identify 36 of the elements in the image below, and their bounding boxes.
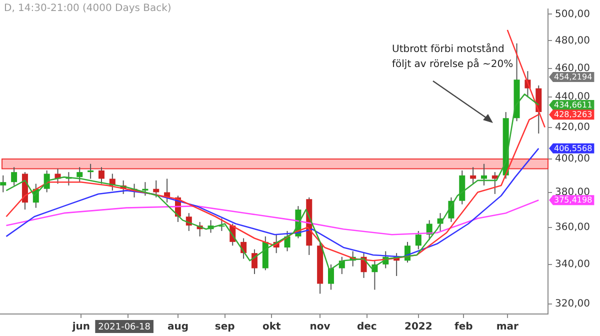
- y-tick-label: 500,00: [555, 8, 590, 20]
- candlestick: [415, 230, 422, 250]
- y-tick-label: 440,00: [555, 92, 590, 103]
- y-tick-label: 320,00: [555, 298, 590, 310]
- x-tick-label: aug: [167, 322, 188, 333]
- text: 2021-06-18: [98, 322, 151, 332]
- text: 454,2194: [554, 72, 592, 82]
- text: 406,5568: [554, 144, 592, 154]
- y-tick-label: 340,00: [555, 259, 590, 270]
- y-tick-label: 400,00: [555, 154, 590, 165]
- x-tick-label: nov: [310, 322, 331, 333]
- text: 434,6611: [554, 100, 592, 110]
- candlestick: [153, 180, 160, 198]
- candlestick: [480, 163, 487, 186]
- text: 428,3263: [554, 110, 592, 120]
- x-tick-label: feb: [454, 322, 473, 333]
- x-tick-label: 2022: [404, 322, 432, 333]
- x-tick-label: okt: [262, 322, 282, 333]
- candlestick: [88, 163, 94, 180]
- candlestick: [328, 264, 334, 290]
- y-tick-label: 420,00: [555, 122, 590, 133]
- text: 375,4198: [554, 196, 592, 205]
- candlestick: [470, 166, 476, 184]
- candlestick: [11, 166, 18, 186]
- annotation: Utbrott förbi motstånd följt av rörelse på ~20%: [392, 42, 514, 72]
- chart-title: D, 14:30-21:00 (4000 Days Back): [4, 3, 172, 14]
- x-tick-label: jun: [71, 322, 90, 333]
- y-tick-label: 360,00: [555, 222, 590, 233]
- x-tick-label: sep: [214, 322, 235, 333]
- x-tick-label: mar: [496, 322, 519, 333]
- y-tick-label: 480,00: [555, 35, 590, 46]
- candlestick: [76, 166, 83, 183]
- candlestick: [0, 174, 6, 193]
- candlestick: [98, 166, 104, 184]
- y-tick-label: 460,00: [555, 62, 590, 74]
- x-tick-label: dec: [356, 322, 377, 333]
